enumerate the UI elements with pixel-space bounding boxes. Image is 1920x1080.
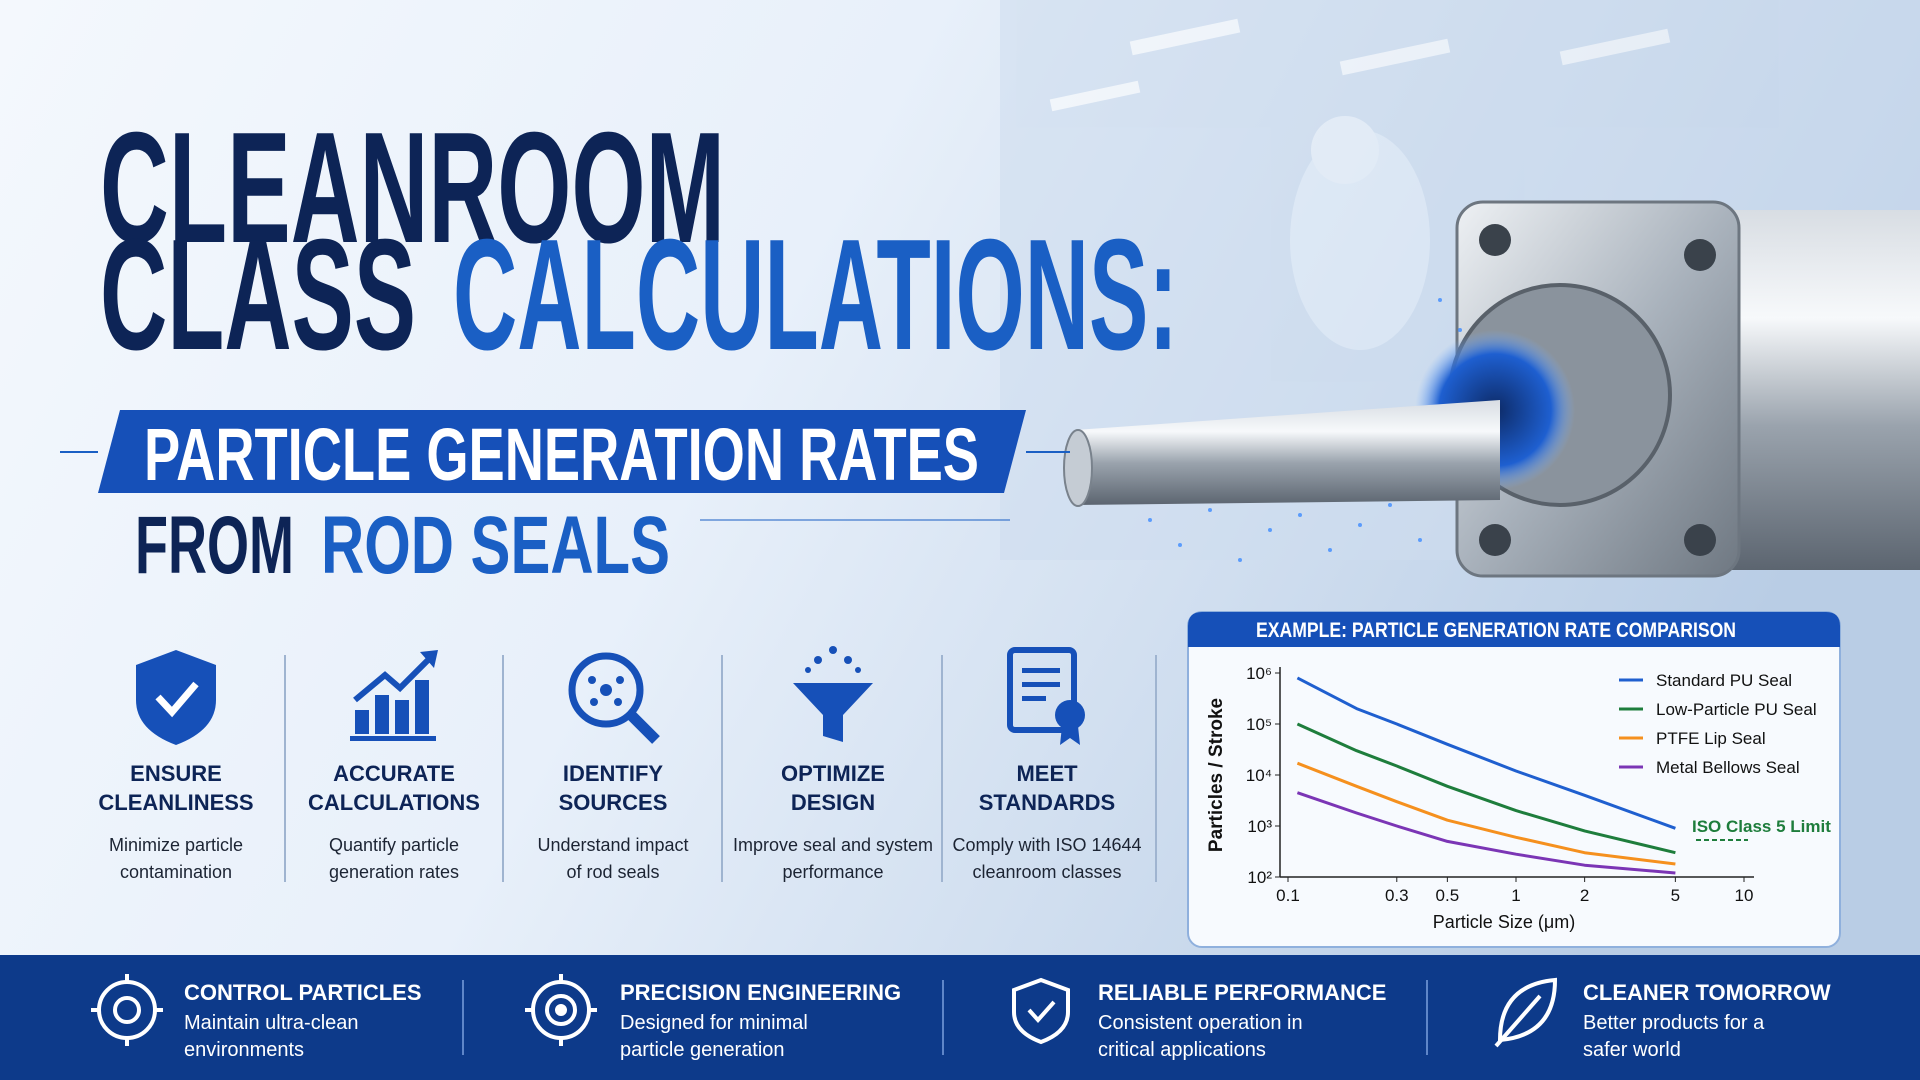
y-tick-label: 10⁶ [1246, 664, 1272, 683]
feature-title: STANDARDS [979, 790, 1115, 815]
icon-shield [136, 650, 216, 745]
feature-title: DESIGN [791, 790, 875, 815]
icon-precision [525, 974, 597, 1046]
legend-label: Standard PU Seal [1656, 671, 1792, 690]
cylinder-illustration [1063, 200, 1920, 578]
subtitle: FROM [135, 500, 294, 591]
series-line [1296, 722, 1676, 855]
footer-bar [0, 955, 1920, 1080]
footer-description: Better products for a [1583, 1012, 1765, 1034]
footer-title: PRECISION ENGINEERING [620, 980, 901, 1005]
icon-leaf [1494, 977, 1558, 1048]
footer-icons [91, 974, 1558, 1048]
feature-title: CALCULATIONS [308, 790, 480, 815]
x-tick-label: 5 [1671, 886, 1680, 905]
x-tick-label: 0.5 [1436, 886, 1460, 905]
x-tick-label: 10 [1735, 886, 1754, 905]
legend-label: Low-Particle PU Seal [1656, 700, 1817, 719]
footer-description: Consistent operation in [1098, 1012, 1303, 1034]
footer-description: Designed for minimal [620, 1012, 808, 1034]
feature-description: generation rates [329, 862, 459, 882]
feature-description: Minimize particle [109, 835, 243, 855]
feature-description: Quantify particle [329, 835, 459, 855]
feature-title: IDENTIFY [563, 761, 664, 786]
footer-title: RELIABLE PERFORMANCE [1098, 980, 1386, 1005]
feature-icons [136, 646, 1085, 745]
y-tick-label: 10⁵ [1246, 715, 1272, 734]
y-tick-label: 10² [1247, 868, 1272, 887]
footer-description: safer world [1583, 1039, 1681, 1061]
footer-description: environments [184, 1039, 304, 1061]
title-highlight: CALCULATIONS: [453, 207, 1178, 383]
feature-description: cleanroom classes [972, 862, 1121, 882]
feature-title: ENSURE [130, 761, 222, 786]
icon-target [91, 974, 163, 1046]
y-tick-label: 10⁴ [1246, 766, 1272, 785]
title-line: CLEANROOM [100, 100, 725, 276]
y-tick-label: 10³ [1247, 817, 1272, 836]
feature-dividers [284, 655, 1157, 882]
annotation: ISO Class 5 Limit [1692, 817, 1831, 836]
chart-title: EXAMPLE: PARTICLE GENERATION RATE COMPAR… [1256, 619, 1736, 642]
icon-magnifier [568, 652, 660, 744]
x-axis-title: Particle Size (μm) [1433, 912, 1575, 932]
x-tick-label: 0.1 [1276, 886, 1300, 905]
x-tick-label: 2 [1580, 886, 1589, 905]
feature-title: MEET [1016, 761, 1078, 786]
series-line [1296, 791, 1676, 875]
feature-description: performance [782, 862, 883, 882]
footer-title: CLEANER TOMORROW [1583, 980, 1831, 1005]
x-tick-label: 0.3 [1385, 886, 1409, 905]
series-line [1296, 761, 1676, 866]
banner-text: PARTICLE GENERATION RATES [144, 413, 979, 496]
title-line: CLASS [100, 207, 416, 383]
icon-funnel [793, 646, 873, 742]
subtitle-highlight: ROD SEALS [321, 500, 670, 591]
feature-description: Improve seal and system [733, 835, 933, 855]
footer-description: particle generation [620, 1039, 785, 1061]
footer-description: Maintain ultra-clean [184, 1012, 359, 1034]
legend-label: PTFE Lip Seal [1656, 729, 1766, 748]
icon-check [155, 681, 199, 718]
feature-title: OPTIMIZE [781, 761, 885, 786]
footer-description: critical applications [1098, 1039, 1266, 1061]
icon-growth [350, 650, 438, 741]
feature-description: of rod seals [566, 862, 659, 882]
icon-shield [1012, 977, 1070, 1045]
banner [98, 410, 1026, 493]
footer-title: CONTROL PARTICLES [184, 980, 422, 1005]
x-tick-label: 1 [1511, 886, 1520, 905]
feature-title: CLEANLINESS [98, 790, 253, 815]
feature-description: contamination [120, 862, 232, 882]
feature-description: Comply with ISO 14644 [952, 835, 1141, 855]
series-line [1296, 676, 1676, 830]
feature-title: ACCURATE [333, 761, 455, 786]
chart-header [1188, 612, 1840, 647]
icon-certificate [1007, 647, 1085, 745]
y-axis-title: Particles / Stroke [1206, 698, 1227, 852]
footer-dividers [462, 980, 1428, 1055]
feature-title: SOURCES [559, 790, 668, 815]
legend-label: Metal Bellows Seal [1656, 758, 1800, 777]
feature-description: Understand impact [537, 835, 688, 855]
